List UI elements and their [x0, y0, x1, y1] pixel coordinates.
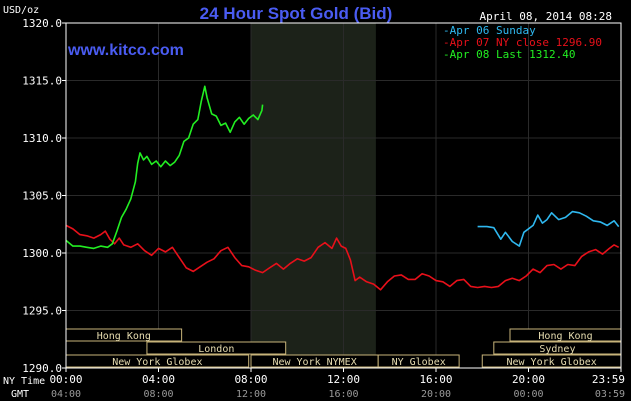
x-tick-label-gmt: 12:00 — [236, 389, 266, 400]
datetime-label: April 08, 2014 08:28 — [480, 10, 612, 23]
y-tick-label: 1320.0 — [22, 17, 62, 30]
session-label: London — [198, 344, 234, 355]
session-label: New York Globex — [506, 357, 596, 368]
series-line — [65, 224, 620, 291]
y-tick-label: 1290.0 — [22, 362, 62, 375]
y-axis-ticks: 1320.0 1315.0 1310.0 1305.0 1300.0 1295.0 1290… — [22, 17, 66, 375]
x-tick-label-ny: 12:00 — [327, 373, 360, 386]
legend-label-apr07: Apr 07 NY close 1296.90 — [450, 36, 602, 49]
legend-label-apr08: Apr 08 Last 1312.40 — [450, 48, 576, 61]
x-tick-label-ny: 00:00 — [49, 373, 82, 386]
x-tick-label-ny: 08:00 — [234, 373, 267, 386]
price-lines — [65, 85, 620, 291]
y-tick-label: 1310.0 — [22, 132, 62, 145]
trading-sessions: Hong Kong Hong Kong London Sydney New York G… — [65, 328, 622, 368]
unit-label: USD/oz — [3, 5, 39, 16]
x-label-gmt: GMT — [11, 389, 29, 400]
session-label: New York NYMEX — [272, 357, 356, 368]
session-label: Hong Kong — [538, 331, 592, 342]
session-bar — [146, 341, 287, 355]
y-tick-label: 1315.0 — [22, 75, 62, 88]
x-tick-label-gmt: 00:00 — [513, 389, 543, 400]
legend-item-apr08: -Apr 08 Last 1312.40 — [443, 48, 575, 61]
session-label: Hong Kong — [97, 331, 151, 342]
session-label: NY Globex — [392, 357, 446, 368]
x-label-ny-time: NY Time — [3, 376, 45, 387]
y-tick-label: 1305.0 — [22, 190, 62, 203]
session-bar — [377, 354, 460, 368]
x-tick-label-gmt: 03:59 — [595, 389, 625, 400]
session-label: Sydney — [539, 344, 575, 355]
x-tick-label-gmt: 04:00 — [51, 389, 81, 400]
series-line — [477, 210, 620, 247]
series-line — [65, 85, 264, 250]
x-tick-label-ny: 20:00 — [512, 373, 545, 386]
source-url: www.kitco.com — [67, 42, 184, 59]
x-tick-label-ny: 23:59 — [592, 373, 625, 386]
x-axis-ticks: 00:00 04:00 04:00 08:00 08:00 12:00 12:00 16:00… — [49, 368, 625, 400]
session-label: New York Globex — [112, 357, 202, 368]
x-tick-label-gmt: 16:00 — [328, 389, 358, 400]
legend-item-apr07: -Apr 07 NY close 1296.90 — [443, 36, 602, 49]
chart-title: 24 Hour Spot Gold (Bid) — [200, 4, 393, 23]
y-tick-label: 1295.0 — [22, 305, 62, 318]
x-tick-label-ny: 04:00 — [142, 373, 175, 386]
y-tick-label: 1300.0 — [22, 247, 62, 260]
legend-label-apr06: Apr 06 Sunday — [450, 24, 536, 37]
x-tick-label-gmt: 08:00 — [143, 389, 173, 400]
x-tick-label-ny: 16:00 — [419, 373, 452, 386]
legend: -Apr 06 Sunday -Apr 07 NY close 1296.90 … — [443, 24, 602, 61]
x-tick-label-gmt: 20:00 — [421, 389, 451, 400]
legend-item-apr06: -Apr 06 Sunday — [443, 24, 536, 37]
grid-lines — [66, 23, 621, 368]
